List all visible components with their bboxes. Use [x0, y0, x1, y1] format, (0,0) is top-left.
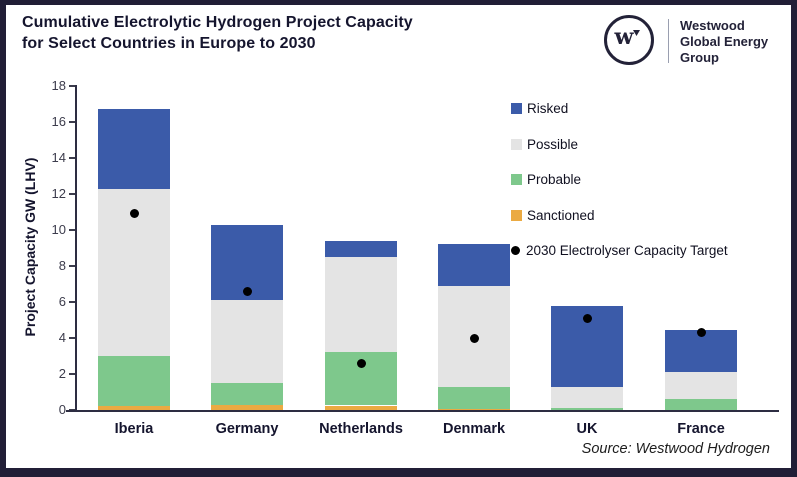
legend-item-probable: Probable: [511, 171, 581, 187]
target-dot-netherlands: [357, 359, 366, 368]
bar-germany-possible: [211, 300, 283, 383]
bar-netherlands-sanctioned: [325, 405, 397, 410]
target-dot-france: [697, 328, 706, 337]
bar-uk-possible: [551, 386, 623, 409]
bar-iberia-sanctioned: [98, 405, 170, 410]
logo-w-mark: w: [614, 24, 640, 50]
y-tick-label-8: 8: [58, 258, 66, 273]
bar-uk-probable: [551, 408, 623, 410]
bar-denmark-probable: [438, 386, 510, 410]
y-tick-label-10: 10: [51, 222, 66, 237]
legend-label-sanctioned: Sanctioned: [527, 207, 595, 223]
y-tick-mark-12: [69, 193, 75, 195]
bar-france-possible: [665, 372, 737, 400]
y-tick-label-14: 14: [51, 150, 66, 165]
x-category-denmark: Denmark: [442, 421, 506, 437]
y-axis-line: [75, 85, 77, 412]
y-tick-label-16: 16: [51, 114, 66, 129]
bar-netherlands-possible: [325, 257, 397, 353]
bar-denmark-sanctioned: [438, 409, 510, 410]
bar-germany-sanctioned: [211, 404, 283, 410]
x-category-iberia: Iberia: [114, 421, 154, 437]
y-tick-mark-8: [69, 265, 75, 267]
legend-item-2030-electrolyser-capacity-target: 2030 Electrolyser Capacity Target: [511, 242, 728, 258]
y-tick-mark-2: [69, 373, 75, 375]
y-tick-label-12: 12: [51, 186, 66, 201]
y-tick-label-6: 6: [58, 294, 66, 309]
y-tick-mark-6: [69, 301, 75, 303]
legend-swatch-possible: [511, 138, 522, 150]
chart-title: Cumulative Electrolytic Hydrogen Project…: [22, 12, 413, 54]
bar-france-probable: [665, 399, 737, 410]
logo-text-line2: Global Energy: [680, 34, 769, 49]
logo-divider: [668, 19, 669, 63]
legend-item-sanctioned: Sanctioned: [511, 207, 595, 223]
target-dot-uk: [583, 314, 592, 323]
target-dot-germany: [243, 287, 252, 296]
bar-netherlands-risked: [325, 240, 397, 257]
legend-swatch-probable: [511, 173, 522, 185]
logo-text: Westwood Global Energy Group: [680, 18, 768, 66]
westwood-logo-icon: w: [604, 15, 654, 65]
y-tick-mark-10: [69, 229, 75, 231]
x-category-uk: UK: [576, 421, 598, 437]
bar-germany-probable: [211, 383, 283, 405]
legend-label-2030-electrolyser-capacity-target: 2030 Electrolyser Capacity Target: [526, 242, 728, 258]
westwood-logo: w Westwood Global Energy Group: [604, 15, 784, 67]
y-tick-label-2: 2: [58, 366, 66, 381]
legend-item-risked: Risked: [511, 100, 568, 116]
source-note: Source: Westwood Hydrogen: [581, 441, 770, 457]
x-category-netherlands: Netherlands: [319, 421, 403, 437]
legend-swatch-sanctioned: [511, 209, 522, 221]
svg-text:w: w: [614, 24, 635, 50]
logo-text-line3: Group: [680, 50, 719, 65]
x-axis-line: [66, 410, 779, 412]
legend-label-risked: Risked: [527, 100, 569, 116]
y-tick-mark-14: [69, 157, 75, 159]
legend-swatch-risked: [511, 102, 522, 114]
legend-label-possible: Possible: [527, 136, 579, 152]
bar-iberia-risked: [98, 109, 170, 189]
y-tick-label-18: 18: [51, 78, 66, 93]
bar-iberia-probable: [98, 356, 170, 406]
y-tick-mark-4: [69, 337, 75, 339]
legend-item-possible: Possible: [511, 136, 578, 152]
y-tick-label-0: 0: [58, 402, 66, 417]
y-tick-mark-18: [69, 85, 75, 87]
chart-title-line2: for Select Countries in Europe to 2030: [22, 35, 316, 52]
logo-text-line1: Westwood: [680, 18, 745, 33]
legend-label-probable: Probable: [527, 171, 582, 187]
x-category-germany: Germany: [215, 421, 279, 437]
legend-target-dot-icon: [511, 245, 520, 255]
chart-title-line1: Cumulative Electrolytic Hydrogen Project…: [22, 14, 413, 31]
target-dot-denmark: [470, 334, 479, 343]
bar-denmark-risked: [438, 244, 510, 286]
y-tick-mark-16: [69, 121, 75, 123]
x-category-france: France: [677, 421, 725, 437]
y-tick-label-4: 4: [58, 330, 66, 345]
target-dot-iberia: [130, 209, 139, 218]
